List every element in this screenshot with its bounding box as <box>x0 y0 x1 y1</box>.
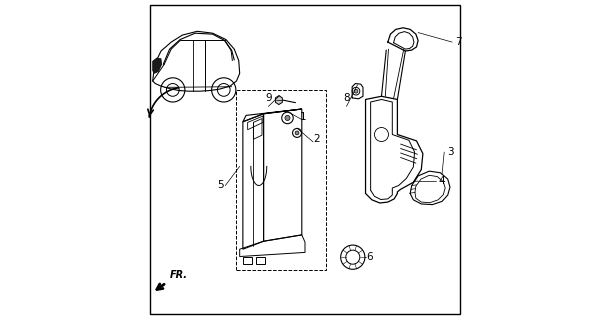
Polygon shape <box>275 96 282 105</box>
Text: 1: 1 <box>300 112 307 122</box>
Text: 2: 2 <box>313 134 320 144</box>
Circle shape <box>285 116 290 121</box>
Polygon shape <box>152 58 162 73</box>
Text: 3: 3 <box>447 147 453 157</box>
Text: 9: 9 <box>265 93 271 103</box>
Text: 7: 7 <box>454 37 461 47</box>
Text: 4: 4 <box>439 176 445 186</box>
Circle shape <box>354 89 358 93</box>
Text: 6: 6 <box>366 252 373 262</box>
Circle shape <box>295 131 299 135</box>
Text: FR.: FR. <box>170 270 188 280</box>
Text: 5: 5 <box>217 180 224 190</box>
Text: 8: 8 <box>343 93 350 103</box>
